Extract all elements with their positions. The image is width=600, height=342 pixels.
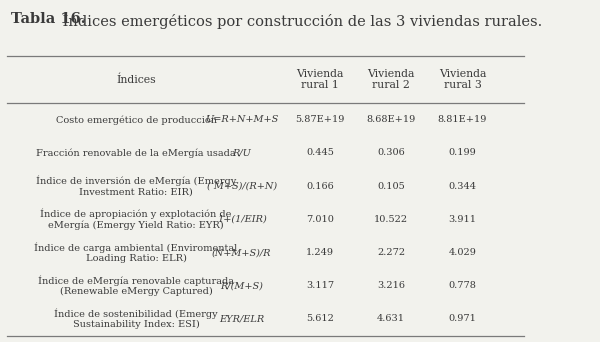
Text: 0.199: 0.199 (449, 148, 476, 157)
Text: 1+(1/EIR): 1+(1/EIR) (217, 215, 266, 224)
Text: 0.778: 0.778 (449, 281, 476, 290)
Text: 1.249: 1.249 (306, 248, 334, 257)
Text: Vivienda
rural 1: Vivienda rural 1 (296, 69, 344, 90)
Text: 8.81E+19: 8.81E+19 (438, 115, 487, 124)
Text: Índice de sostenibilidad (Emergy
Sustainability Index: ESI): Índice de sostenibilidad (Emergy Sustain… (54, 308, 218, 329)
Text: Tabla 16.: Tabla 16. (11, 12, 86, 26)
Text: (N+M+S)/R: (N+M+S)/R (212, 248, 271, 257)
Text: 0.971: 0.971 (449, 314, 476, 324)
Text: Vivienda
rural 2: Vivienda rural 2 (368, 69, 415, 90)
Text: 3.911: 3.911 (449, 215, 476, 224)
Text: Índices emergéticos por construcción de las 3 viviendas rurales.: Índices emergéticos por construcción de … (58, 12, 542, 29)
Text: 2.272: 2.272 (377, 248, 405, 257)
Text: 3.117: 3.117 (306, 281, 334, 290)
Text: Costo emergético de producción: Costo emergético de producción (56, 115, 217, 124)
Text: Índice de inversión de eMergía (Emergy
Investment Ratio: EIR): Índice de inversión de eMergía (Emergy I… (36, 176, 236, 197)
Text: 4.631: 4.631 (377, 314, 405, 324)
Text: Índices: Índices (116, 74, 156, 85)
Text: 0.344: 0.344 (449, 182, 476, 190)
Text: Índice de apropiación y explotación de
eMergía (Emergy Yield Ratio: EYR): Índice de apropiación y explotación de e… (40, 209, 232, 230)
Text: Fracción renovable de la eMergía usada: Fracción renovable de la eMergía usada (36, 148, 236, 158)
Text: 7.010: 7.010 (306, 215, 334, 224)
Text: ( M+S)/(R+N): ( M+S)/(R+N) (206, 182, 277, 190)
Text: Vivienda
rural 3: Vivienda rural 3 (439, 69, 486, 90)
Text: U=R+N+M+S: U=R+N+M+S (205, 115, 278, 124)
Text: Índice de carga ambiental (Enviromental
Loading Ratio: ELR): Índice de carga ambiental (Enviromental … (34, 242, 238, 263)
Text: 10.522: 10.522 (374, 215, 408, 224)
Text: 5.612: 5.612 (306, 314, 334, 324)
Text: 0.306: 0.306 (377, 148, 405, 157)
Text: 5.87E+19: 5.87E+19 (295, 115, 344, 124)
Text: R/(M+S): R/(M+S) (220, 281, 263, 290)
Text: 0.166: 0.166 (306, 182, 334, 190)
Text: EYR/ELR: EYR/ELR (219, 314, 265, 324)
Text: Índice de eMergía renovable capturada
(Renewable eMergy Captured): Índice de eMergía renovable capturada (R… (38, 275, 234, 296)
Text: 0.105: 0.105 (377, 182, 405, 190)
Text: 8.68E+19: 8.68E+19 (367, 115, 416, 124)
Text: 3.216: 3.216 (377, 281, 405, 290)
Text: 0.445: 0.445 (306, 148, 334, 157)
Text: 4.029: 4.029 (449, 248, 476, 257)
Text: R/U: R/U (232, 148, 251, 157)
